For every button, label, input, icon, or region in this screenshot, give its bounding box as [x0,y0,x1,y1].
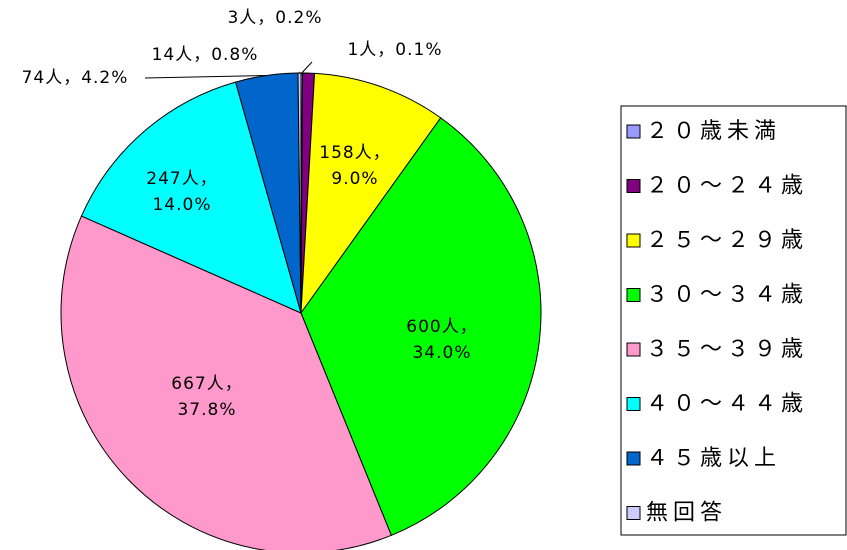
data-label: 158人，9.0% [319,143,391,189]
leader-line [144,74,267,79]
data-label: 14人，0.8% [151,45,259,65]
legend-label: 無回答 [646,501,727,526]
data-label: 247人，14.0% [146,169,218,215]
pie-slice [300,72,442,315]
legend-swatch [626,451,641,466]
data-label: 74人，4.2% [21,68,129,88]
leader-line [299,71,301,74]
pie-slice [300,117,542,536]
pie-slice [60,215,393,550]
legend-label: ２０～２４歳 [646,174,808,199]
leader-line [301,61,313,74]
legend-label: ２０歳未満 [646,119,781,144]
legend-swatch [626,506,641,520]
legend-label: ４５歳以上 [646,446,781,471]
legend-swatch [626,288,641,302]
pie-slice [80,81,302,314]
legend-swatch [626,124,641,139]
legend-swatch [626,233,641,248]
data-label: 600人，34.0% [406,317,478,363]
legend-swatch [626,397,641,411]
data-label: 667人，37.8% [171,374,243,420]
legend-label: ２５～２９歳 [646,228,808,253]
legend-label: ４０～４４歳 [646,392,808,417]
legend-box [620,105,847,536]
data-label: 3人，0.2% [227,8,323,28]
legend-swatch [626,342,641,357]
pie-slice [297,72,302,314]
legend-label: ３５～３９歳 [646,337,808,362]
data-label: 1人，0.1% [347,40,443,60]
legend-label: ３０～３４歳 [646,283,808,308]
legend-swatch [626,179,641,193]
